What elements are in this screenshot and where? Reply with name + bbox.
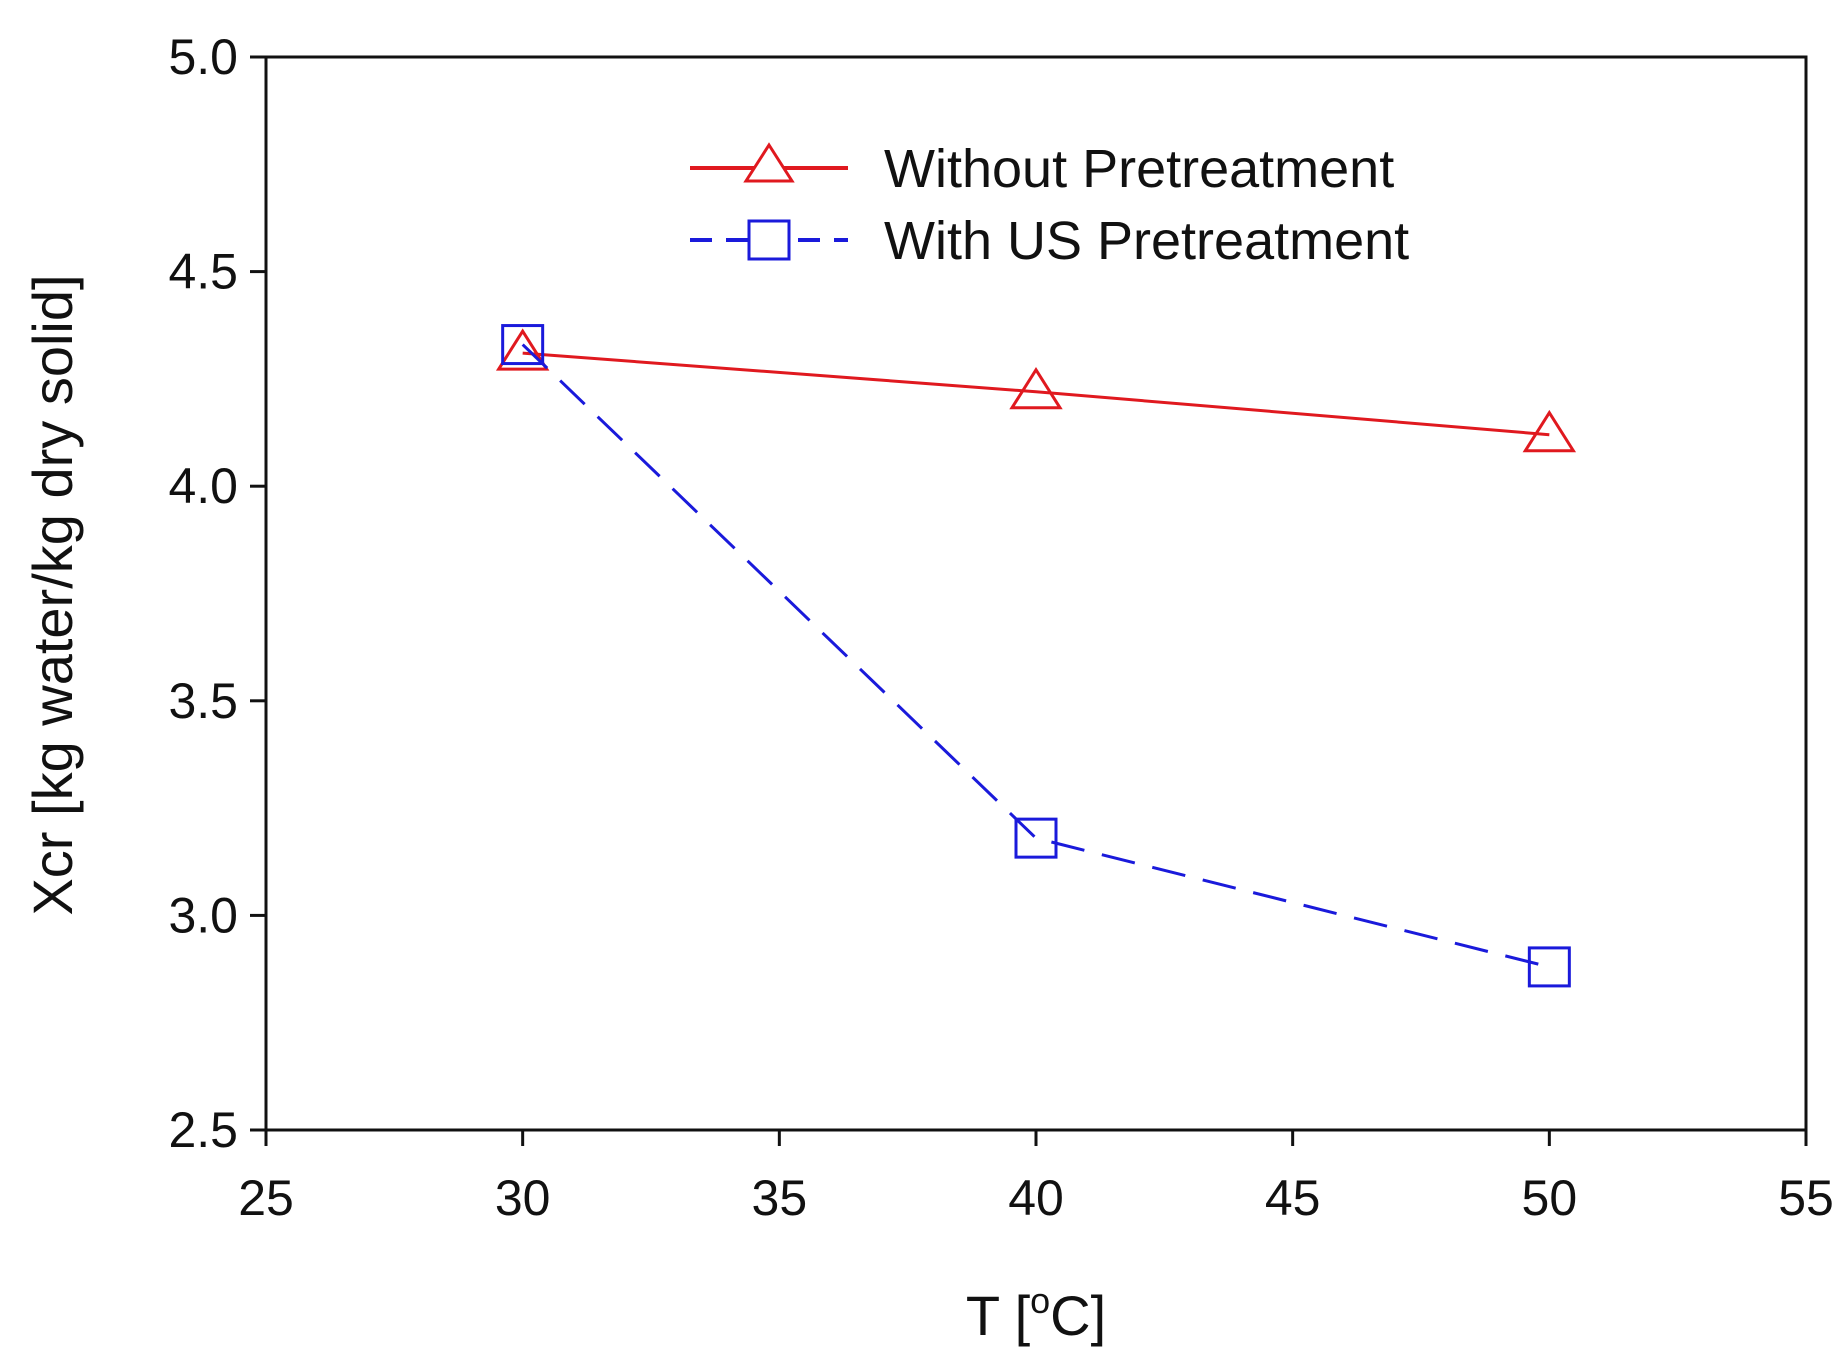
y-tick-label: 3.5 bbox=[168, 673, 238, 729]
x-tick-label: 30 bbox=[495, 1170, 551, 1226]
y-tick-label: 4.0 bbox=[168, 458, 238, 514]
data-point-with-us-pretreatment-30 bbox=[501, 324, 545, 366]
x-tick-label: 25 bbox=[238, 1170, 294, 1226]
y-axis: 2.5 3.0 3.5 4.0 4.5 5.0 bbox=[168, 29, 266, 1158]
x-tick-label: 45 bbox=[1265, 1170, 1321, 1226]
data-point-without-pretreatment-30 bbox=[495, 328, 550, 371]
data-point-without-pretreatment-50 bbox=[1522, 409, 1577, 453]
legend: Without Pretreatment With US Pretreatmen… bbox=[690, 139, 1409, 271]
data-point-with-us-pretreatment-40 bbox=[1014, 817, 1058, 859]
legend-marker-square bbox=[747, 219, 791, 261]
y-tick-label: 5.0 bbox=[168, 29, 238, 85]
legend-marker-triangle bbox=[743, 142, 795, 183]
legend-label-without-pretreatment: Without Pretreatment bbox=[884, 139, 1394, 199]
y-tick-label: 3.0 bbox=[168, 887, 238, 943]
legend-label-with-us-pretreatment: With US Pretreatment bbox=[884, 211, 1409, 271]
x-tick-label: 55 bbox=[1778, 1170, 1834, 1226]
x-axis: 25 30 35 40 45 50 55 bbox=[238, 1130, 1834, 1226]
y-tick-label: 2.5 bbox=[168, 1102, 238, 1158]
series-layer bbox=[495, 324, 1577, 988]
x-tick-label: 50 bbox=[1522, 1170, 1578, 1226]
series-line-without-pretreatment bbox=[522, 351, 1550, 437]
data-point-without-pretreatment-40 bbox=[1009, 366, 1063, 410]
y-axis-title: Xcr [kg water/kg dry solid] bbox=[21, 274, 84, 915]
x-tick-label: 40 bbox=[1008, 1170, 1064, 1226]
y-tick-label: 4.5 bbox=[168, 244, 238, 300]
data-point-with-us-pretreatment-50 bbox=[1527, 946, 1571, 988]
x-axis-title: T [oC] bbox=[966, 1280, 1106, 1347]
series-line-with-us-pretreatment bbox=[521, 343, 1550, 969]
x-tick-label: 35 bbox=[752, 1170, 808, 1226]
